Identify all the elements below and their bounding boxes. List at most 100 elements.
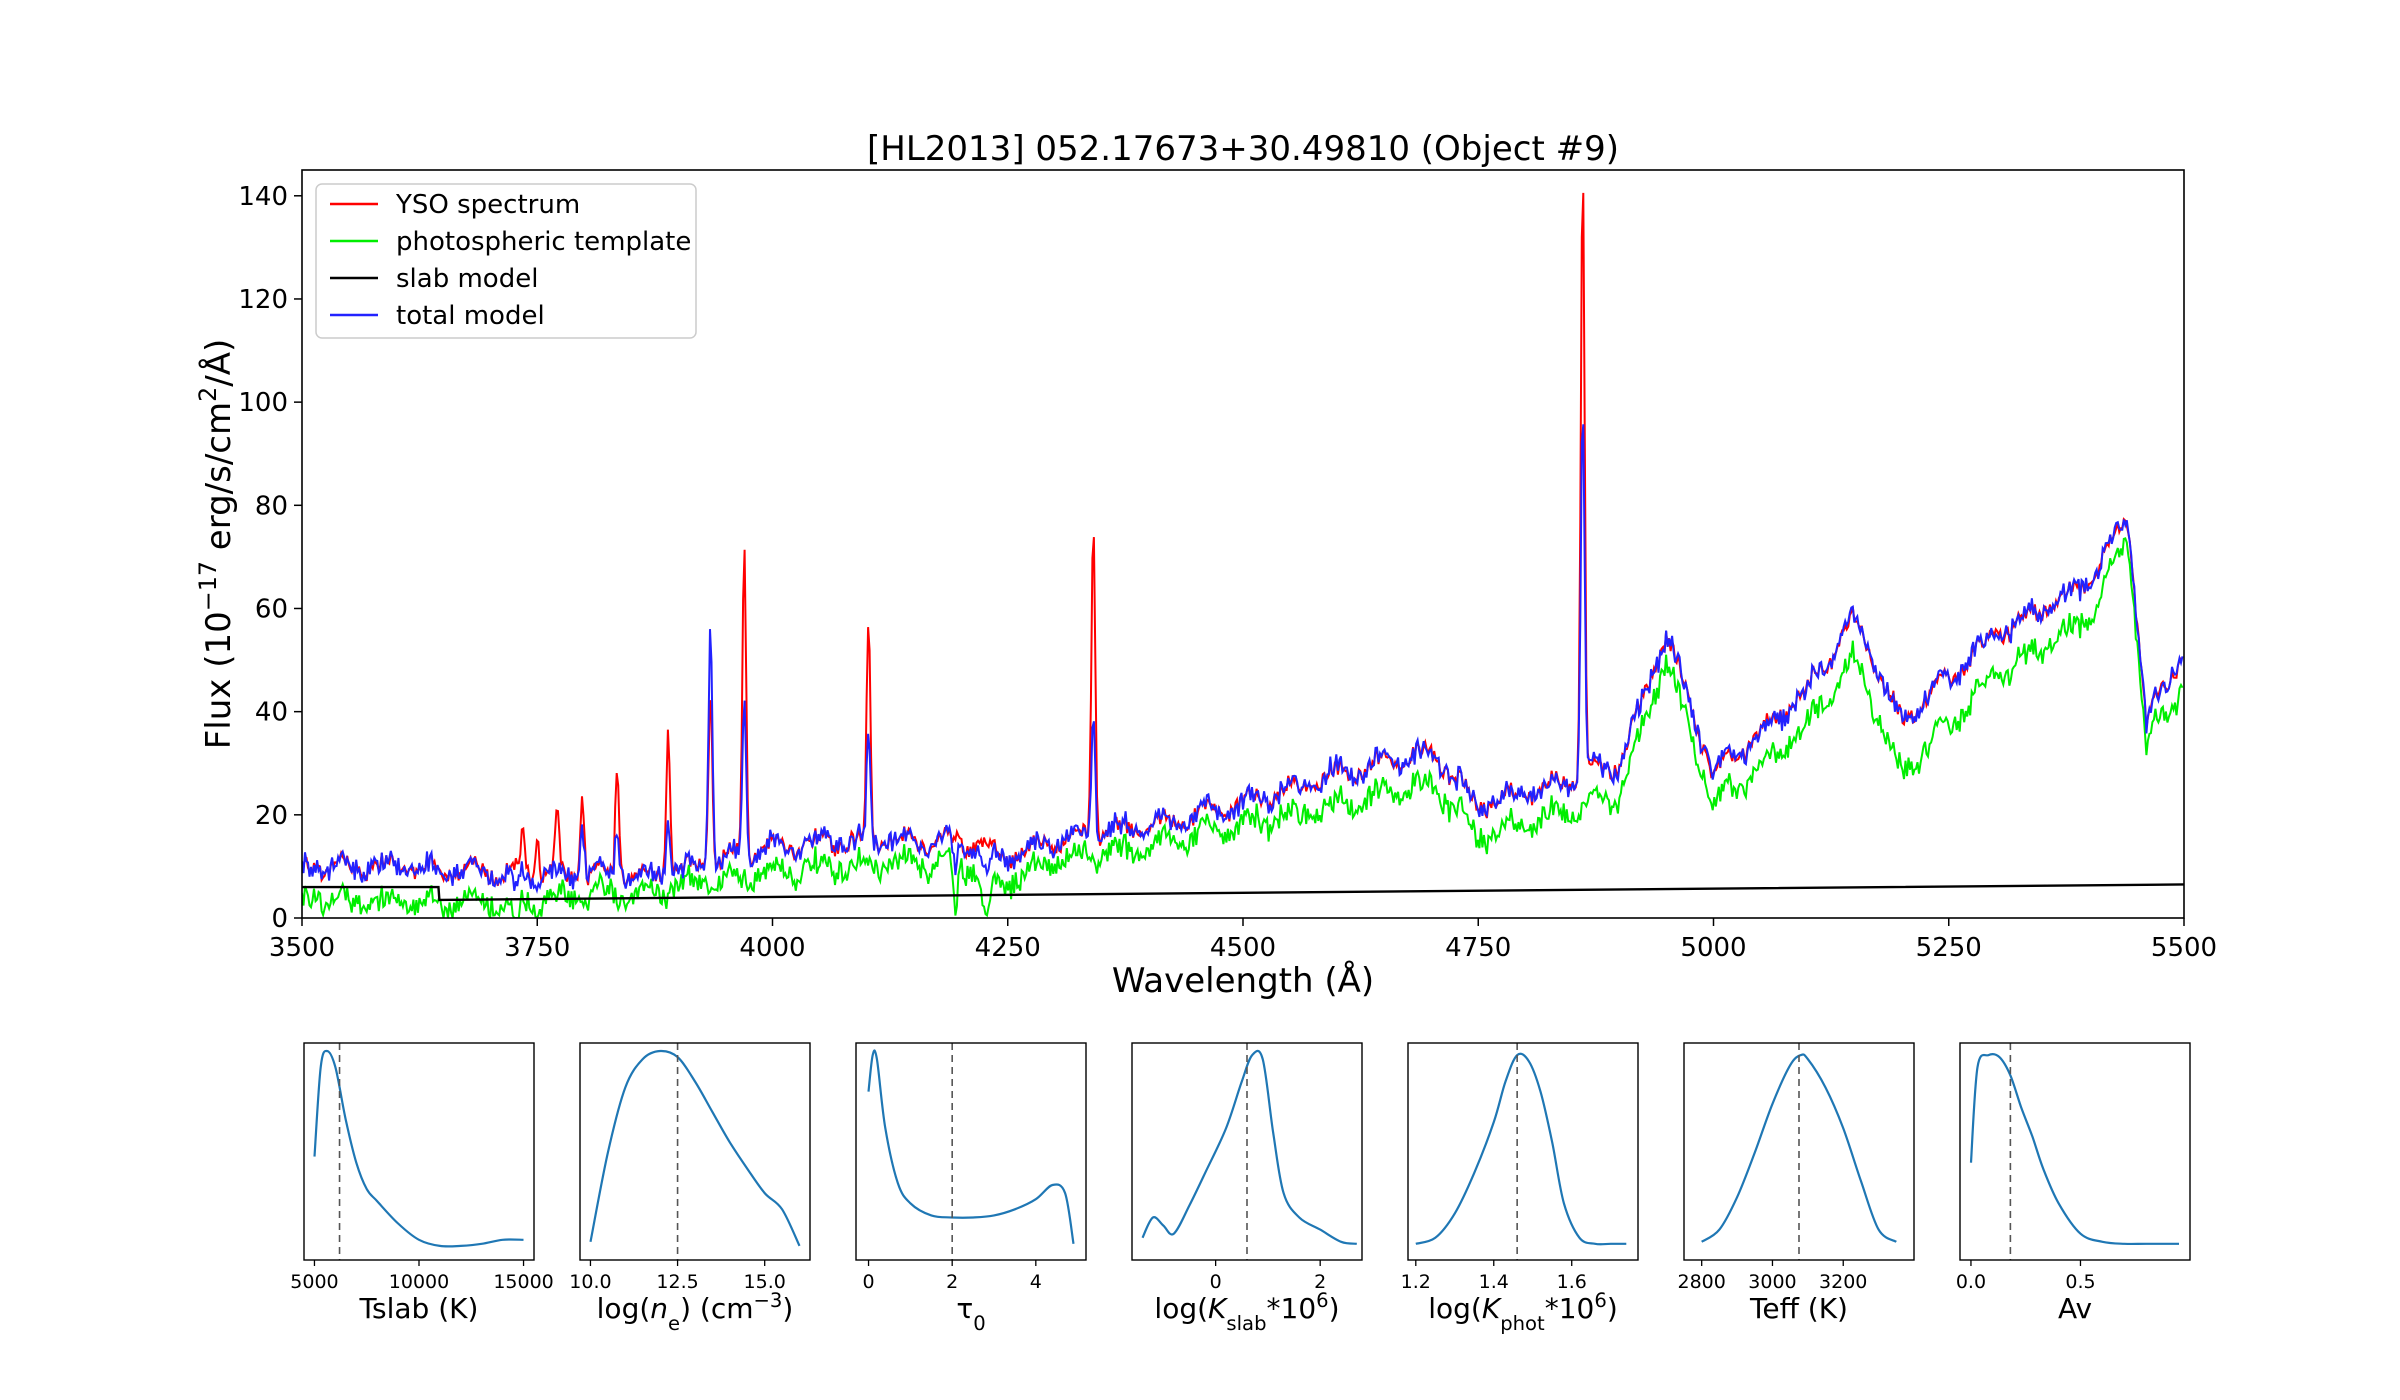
posterior-av: 0.0 0.5Av xyxy=(1956,1042,2191,1325)
x-tick-label: 5500 xyxy=(2151,933,2217,963)
x-tick-label: 4250 xyxy=(975,933,1041,963)
photospheric-template-line xyxy=(302,537,2184,918)
posterior-xlabel-part: log( xyxy=(597,1292,651,1325)
posterior-tick-label: 1.6 xyxy=(1557,1271,1587,1293)
posterior-frame xyxy=(1131,1042,1363,1261)
x-tick-label: 4750 xyxy=(1445,933,1511,963)
posterior-xlabel-part: ) xyxy=(1329,1292,1340,1325)
main-spectrum-chart: 3500 3750 4000 4250 4500 4750 5000 5250 5500 0 20 4… xyxy=(194,129,2217,1001)
posterior-curve xyxy=(589,1049,801,1247)
y-axis-title-part: erg/s/cm xyxy=(199,402,239,561)
posterior-xlabel: log(Kslab*106) xyxy=(1154,1289,1339,1335)
posterior-tick-label: 0 xyxy=(862,1271,874,1293)
posterior-xlabel-part: K xyxy=(1482,1292,1503,1325)
posterior-xlabel-part: log( xyxy=(1428,1292,1482,1325)
posterior-xlabel-part: 6 xyxy=(1594,1289,1606,1312)
y-tick-label: 0 xyxy=(271,904,288,934)
posterior-frame xyxy=(1683,1042,1915,1261)
posterior-tick-label: 2 xyxy=(1314,1271,1326,1293)
posterior-xlabel-part: 0 xyxy=(973,1312,985,1335)
posterior-curve xyxy=(1415,1052,1627,1246)
y-tick-label: 80 xyxy=(255,491,288,521)
posterior-xlabel-part: ) xyxy=(1607,1292,1618,1325)
posterior-xlabel-part: phot xyxy=(1500,1312,1545,1335)
posterior-frame xyxy=(855,1042,1087,1261)
posterior-curve xyxy=(1969,1052,2179,1246)
posterior-frame xyxy=(579,1042,811,1261)
posterior-tick-label: 0.0 xyxy=(1956,1271,1986,1293)
posterior-xlabel-part: −3 xyxy=(754,1289,783,1312)
posterior-tick-label: 1.4 xyxy=(1479,1271,1509,1293)
y-tick-label: 140 xyxy=(238,182,288,212)
posterior-xlabel-part: ) xyxy=(782,1292,793,1325)
legend-entry: slab model xyxy=(396,264,538,294)
posterior-xlabel: Tslab (K) xyxy=(359,1292,479,1325)
y-tick-label: 20 xyxy=(255,801,288,831)
x-tick-label: 5250 xyxy=(1916,933,1982,963)
slab-model-line xyxy=(302,883,2184,902)
total-model-line xyxy=(302,424,2184,895)
posterior-xlabel: τ0 xyxy=(956,1292,985,1335)
posterior-xlabel-part: *10 xyxy=(1545,1292,1595,1325)
posterior-tick-label: 0 xyxy=(1210,1271,1222,1293)
y-axis-title-part: −17 xyxy=(194,561,222,611)
y-tick-label: 40 xyxy=(255,698,288,728)
posterior-tau0: 0 2 4τ0 xyxy=(855,1042,1087,1335)
posterior-xlabel: log(Kphot*106) xyxy=(1428,1289,1618,1335)
y-axis-title: Flux (10−17 erg/s/cm2/Å) xyxy=(194,339,239,750)
posterior-curve xyxy=(1701,1053,1897,1243)
posterior-curve xyxy=(1141,1049,1357,1245)
posterior-frame xyxy=(303,1042,535,1261)
posterior-tick-label: 12.5 xyxy=(656,1271,698,1293)
posterior-curve xyxy=(313,1049,524,1248)
legend-entry: total model xyxy=(396,301,545,331)
posterior-tick-label: 10.0 xyxy=(569,1271,611,1293)
posterior-tick-label: 5000 xyxy=(290,1271,338,1293)
x-tick-label: 3750 xyxy=(504,933,570,963)
x-tick-label: 3500 xyxy=(269,933,335,963)
posterior-curve xyxy=(867,1049,1075,1244)
posterior-tick-label: 15.0 xyxy=(744,1271,786,1293)
x-axis-title: Wavelength (Å) xyxy=(1112,960,1374,1001)
posterior-tick-label: 1.2 xyxy=(1401,1271,1431,1293)
posterior-xlabel-part: e xyxy=(668,1312,680,1335)
chart-title: [HL2013] 052.17673+30.49810 (Object #9) xyxy=(867,129,1619,169)
posterior-tick-label: 0.5 xyxy=(2065,1271,2095,1293)
x-tick-label: 4500 xyxy=(1210,933,1276,963)
y-axis-title-part: /Å) xyxy=(198,339,239,387)
posterior-xlabel-part: n xyxy=(650,1292,668,1325)
posterior-tslab: 5000 10000 15000 Tslab (K) xyxy=(290,1042,554,1325)
legend-entry: photospheric template xyxy=(396,227,691,257)
posterior-xlabel-part: τ xyxy=(956,1292,973,1325)
legend-box xyxy=(315,183,697,339)
posterior-tick-label: 2 xyxy=(946,1271,958,1293)
posterior-tick-label: 4 xyxy=(1030,1271,1042,1293)
posterior-tick-label: 3000 xyxy=(1748,1271,1796,1293)
posterior-xlabel: log(ne) (cm−3) xyxy=(597,1289,794,1335)
posterior-xlabel: Teff (K) xyxy=(1749,1292,1848,1325)
y-tick-label: 60 xyxy=(255,594,288,624)
posterior-tick-label: 2800 xyxy=(1678,1271,1726,1293)
posterior-frame xyxy=(1407,1042,1639,1261)
posterior-tick-label: 15000 xyxy=(493,1271,553,1293)
posterior-xlabel-part: 6 xyxy=(1316,1289,1328,1312)
posterior-xlabel-part: *10 xyxy=(1267,1292,1317,1325)
posterior-xlabel-part: ) (cm xyxy=(680,1292,753,1325)
legend: YSO spectrum photospheric template slab mo… xyxy=(315,183,697,339)
posterior-tick-label: 3200 xyxy=(1819,1271,1867,1293)
y-axis-title-part: 2 xyxy=(194,387,222,402)
posterior-xlabel-part: K xyxy=(1208,1292,1229,1325)
y-tick-label: 100 xyxy=(238,388,288,418)
x-tick-label: 5000 xyxy=(1680,933,1746,963)
posterior-tick-label: 10000 xyxy=(389,1271,449,1293)
posterior-frame xyxy=(1959,1042,2191,1261)
posterior-xlabel-part: log( xyxy=(1154,1292,1208,1325)
y-tick-label: 120 xyxy=(238,285,288,315)
posterior-xlabel: Av xyxy=(2058,1292,2092,1325)
legend-entry: YSO spectrum xyxy=(395,190,580,220)
